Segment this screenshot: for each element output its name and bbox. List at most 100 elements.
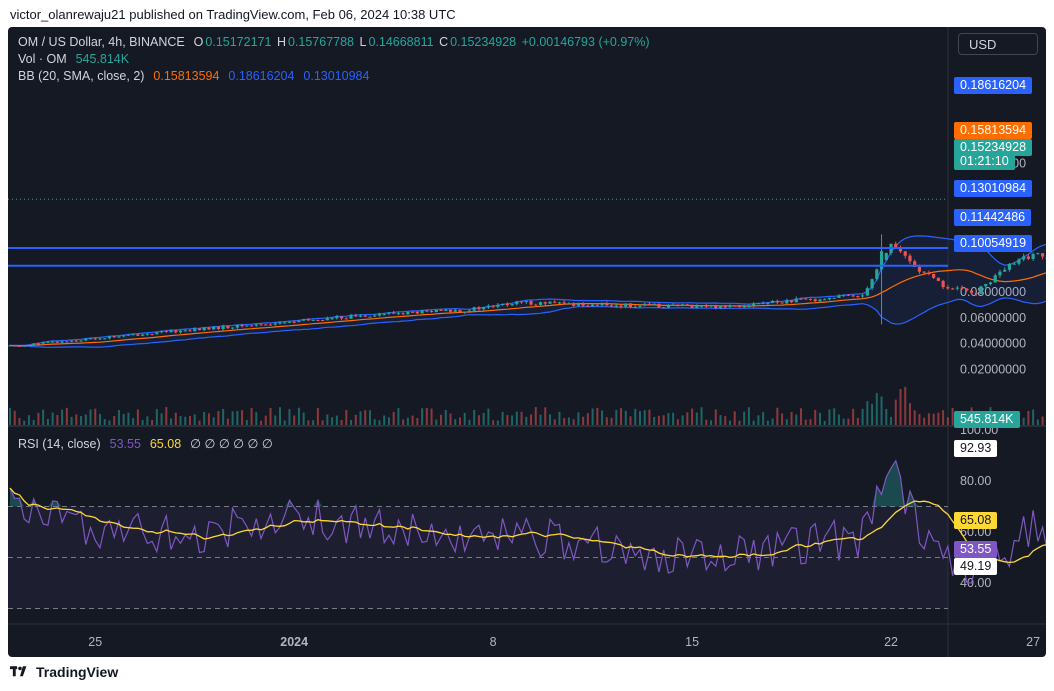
chart-canvas[interactable]: 2520248152227Feb60.200000000.180000000.1… xyxy=(8,27,1046,657)
volume-bar xyxy=(345,410,348,425)
volume-bar xyxy=(937,412,940,425)
candle-body xyxy=(865,288,869,296)
volume-bar xyxy=(231,411,234,425)
candle-body xyxy=(950,288,955,290)
volume-bar xyxy=(435,419,438,425)
volume-bar xyxy=(89,409,92,425)
candle-body xyxy=(804,298,808,300)
candle-body xyxy=(311,319,315,321)
candle-body xyxy=(226,326,230,329)
candle-body xyxy=(1036,253,1040,255)
candle-body xyxy=(581,303,585,306)
volume-bar xyxy=(885,409,888,425)
candle-body xyxy=(17,345,22,347)
volume-bar xyxy=(188,416,191,425)
volume-bar xyxy=(482,412,485,425)
candle-body xyxy=(254,324,258,326)
volume-bar xyxy=(458,417,461,425)
candle-body xyxy=(553,301,557,303)
volume-bar xyxy=(728,420,731,425)
candle-body xyxy=(283,322,287,324)
candle-body xyxy=(363,315,367,317)
candle-body xyxy=(392,312,396,314)
candle-body xyxy=(477,307,481,310)
volume-bar xyxy=(421,408,424,425)
candle-body xyxy=(832,297,836,299)
candle-body xyxy=(88,338,93,340)
volume-bar xyxy=(809,419,812,425)
volume-bar xyxy=(23,420,26,425)
volume-bar xyxy=(634,408,637,425)
candle-body xyxy=(401,313,405,315)
candle-body xyxy=(1040,253,1045,257)
candle-body xyxy=(453,310,457,312)
candle-body xyxy=(993,275,997,283)
candle-body xyxy=(268,324,273,326)
high-value: 0.15767788 xyxy=(287,35,355,49)
volume-bar xyxy=(245,419,248,425)
volume-bar xyxy=(714,409,717,425)
volume-bar xyxy=(127,412,130,425)
candle-body xyxy=(420,310,424,314)
bb-label[interactable]: BB (20, SMA, close, 2) xyxy=(18,69,145,83)
volume-label[interactable]: Vol · OM xyxy=(18,52,67,66)
volume-bar xyxy=(511,415,514,425)
volume-bar xyxy=(103,419,106,425)
candle-body xyxy=(936,277,940,281)
candle-body xyxy=(245,325,249,327)
candle-body xyxy=(486,305,491,308)
volume-bar xyxy=(132,418,135,425)
volume-bar xyxy=(51,412,54,425)
candle-body xyxy=(216,326,221,329)
volume-bar xyxy=(207,413,210,425)
volume-bar xyxy=(260,420,263,425)
candle-body xyxy=(676,304,680,306)
candle-body xyxy=(761,303,765,305)
candle-body xyxy=(681,304,685,306)
volume-bar xyxy=(899,389,902,425)
candle-body xyxy=(614,305,618,307)
volume-bar xyxy=(364,410,367,425)
volume-bar xyxy=(383,415,386,425)
close-label: C xyxy=(439,35,449,49)
volume-bar xyxy=(918,414,921,425)
volume-bar xyxy=(700,407,703,425)
candle-body xyxy=(126,334,131,336)
volume-bar xyxy=(473,409,476,425)
volume-bar xyxy=(757,415,760,425)
candle-body xyxy=(36,343,41,345)
footer-brand[interactable]: TradingView xyxy=(10,664,118,680)
volume-bar xyxy=(638,411,641,425)
volume-bar xyxy=(146,416,149,425)
candle-body xyxy=(851,295,855,297)
candle-body xyxy=(434,309,438,312)
volume-bar xyxy=(890,416,893,425)
candle-body xyxy=(448,309,453,312)
rsi-overbought-fill xyxy=(10,460,1046,507)
volume-bar xyxy=(222,408,225,425)
rsi-label[interactable]: RSI (14, close) xyxy=(18,437,101,451)
candle-body xyxy=(534,304,538,306)
candle-body xyxy=(538,302,543,305)
volume-bar xyxy=(454,419,457,425)
candle-body xyxy=(875,269,879,280)
volume-bar xyxy=(610,417,613,425)
candle-body xyxy=(382,313,386,315)
candle-body xyxy=(344,318,348,320)
volume-bar xyxy=(946,417,949,425)
chart-panel[interactable]: 2520248152227Feb60.200000000.180000000.1… xyxy=(8,27,1046,657)
symbol-title[interactable]: OM / US Dollar, 4h, BINANCE xyxy=(18,35,185,49)
currency-button[interactable]: USD xyxy=(958,33,1038,55)
candle-body xyxy=(496,304,500,307)
volume-bar xyxy=(766,420,769,425)
price-axis-tag: 0.18616204 xyxy=(954,77,1033,94)
volume-bar xyxy=(501,411,504,425)
volume-bar xyxy=(307,420,310,425)
candle-body xyxy=(927,272,931,275)
volume-bar xyxy=(37,412,40,425)
candle-body xyxy=(425,310,429,312)
candle-body xyxy=(870,279,874,289)
x-axis-label: 25 xyxy=(88,635,102,649)
volume-bar xyxy=(648,409,651,425)
candle-body xyxy=(131,334,135,336)
